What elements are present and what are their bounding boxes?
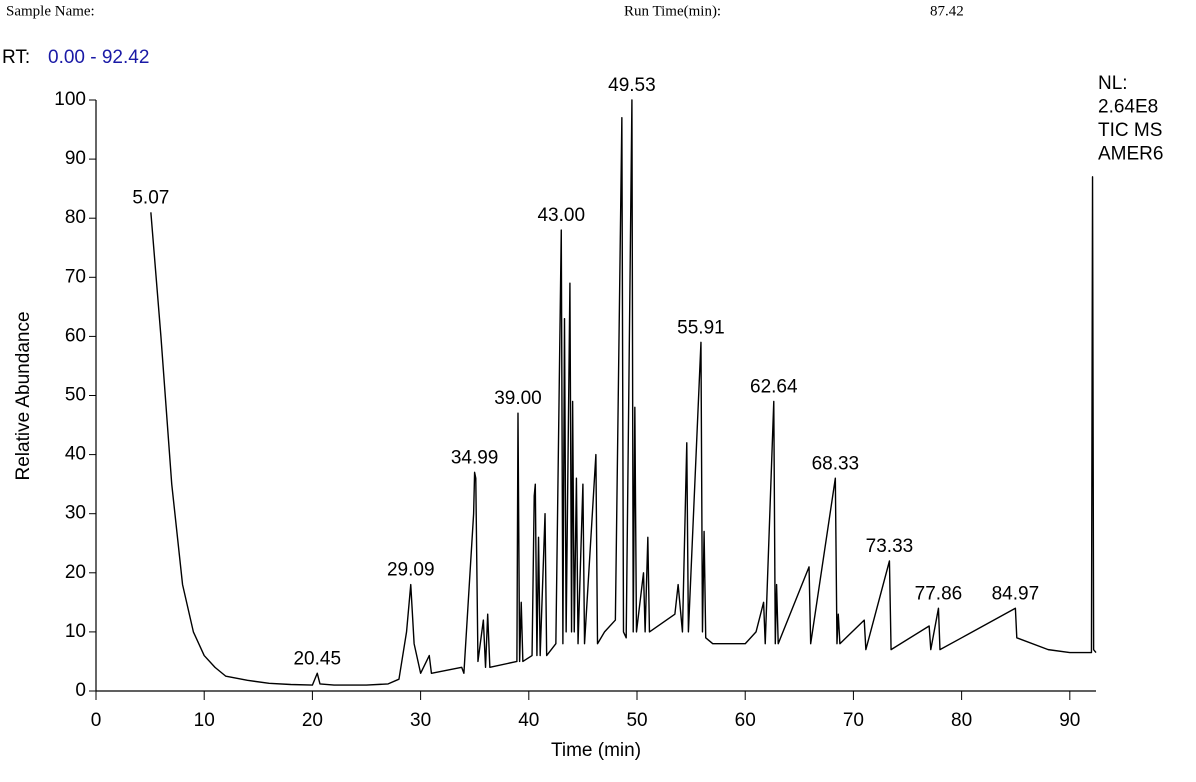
y-tick-label: 50 [65, 385, 86, 406]
y-tick-label: 10 [65, 621, 86, 642]
y-axis-label: Relative Abundance [13, 311, 34, 480]
y-tick-label: 60 [65, 325, 86, 346]
x-tick-label: 50 [626, 710, 647, 731]
run-time-label: Run Time(min): [624, 3, 721, 19]
y-tick-label: 20 [65, 562, 86, 583]
peak-label: 43.00 [537, 205, 585, 226]
rt-range: 0.00 - 92.42 [48, 47, 149, 68]
rt-label: RT: [2, 47, 30, 68]
x-tick-label: 30 [410, 710, 431, 731]
y-tick-label: 0 [75, 680, 86, 701]
y-tick-label: 90 [65, 148, 86, 169]
x-tick-label: 70 [843, 710, 864, 731]
x-tick-label: 20 [302, 710, 323, 731]
info-line: AMER6 [1098, 144, 1163, 165]
x-tick-label: 10 [194, 710, 215, 731]
peak-label: 20.45 [293, 648, 341, 669]
info-line: TIC MS [1098, 120, 1162, 141]
peak-label: 5.07 [132, 187, 169, 208]
peak-label: 73.33 [866, 536, 914, 557]
trace [150, 99, 1097, 686]
peak-label: 49.53 [608, 75, 656, 96]
sample-name: Sample Name: [6, 3, 95, 19]
info-line: 2.64E8 [1098, 97, 1158, 118]
peak-label: 39.00 [494, 388, 542, 409]
peak-label: 55.91 [677, 317, 725, 338]
y-tick-label: 80 [65, 207, 86, 228]
y-tick-label: 30 [65, 503, 86, 524]
y-tick-label: 100 [54, 89, 86, 110]
x-tick-label: 60 [735, 710, 756, 731]
peak-label: 34.99 [451, 447, 499, 468]
x-tick-label: 80 [951, 710, 972, 731]
x-tick-label: 90 [1059, 710, 1080, 731]
peak-label: 68.33 [812, 453, 860, 474]
peak-label: 62.64 [750, 376, 798, 397]
x-axis-label: Time (min) [551, 740, 641, 761]
x-tick-label: 40 [518, 710, 539, 731]
peak-label: 29.09 [387, 560, 435, 581]
peak-label: 84.97 [992, 583, 1040, 604]
y-tick-label: 40 [65, 444, 86, 465]
x-tick-label: 0 [91, 710, 102, 731]
run-time: 87.42 [930, 3, 964, 19]
peak-label: 77.86 [915, 583, 963, 604]
info-line: NL: [1098, 73, 1128, 94]
y-tick-label: 70 [65, 266, 86, 287]
